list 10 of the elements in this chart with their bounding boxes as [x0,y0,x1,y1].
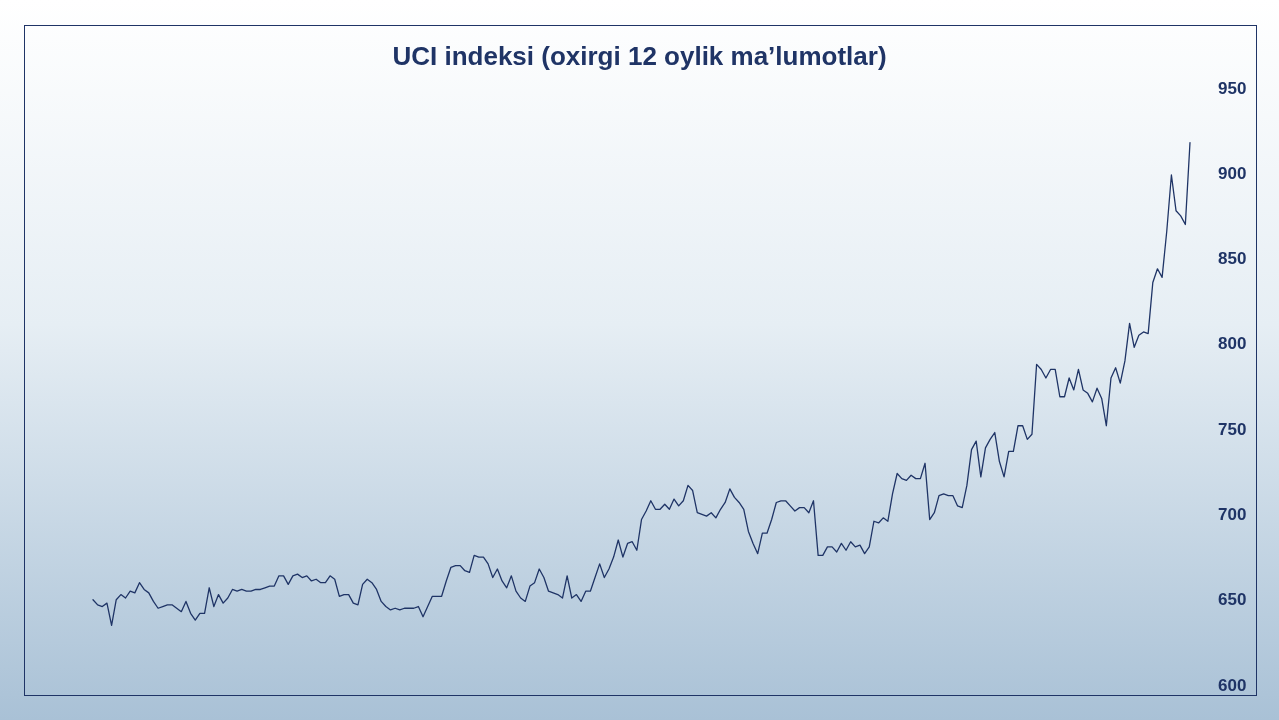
y-tick-label: 900 [1218,163,1247,183]
y-tick-label: 750 [1218,419,1247,439]
y-tick-label: 950 [1218,78,1247,98]
y-tick-label: 800 [1218,334,1247,354]
y-tick-label: 700 [1218,504,1247,524]
y-tick-label: 600 [1218,675,1247,695]
chart-title: UCI indeksi (oxirgi 12 oylik ma’lumotlar) [392,41,887,71]
line-series [92,141,1191,626]
y-tick-label: 850 [1218,249,1247,269]
y-tick-label: 650 [1218,590,1247,610]
